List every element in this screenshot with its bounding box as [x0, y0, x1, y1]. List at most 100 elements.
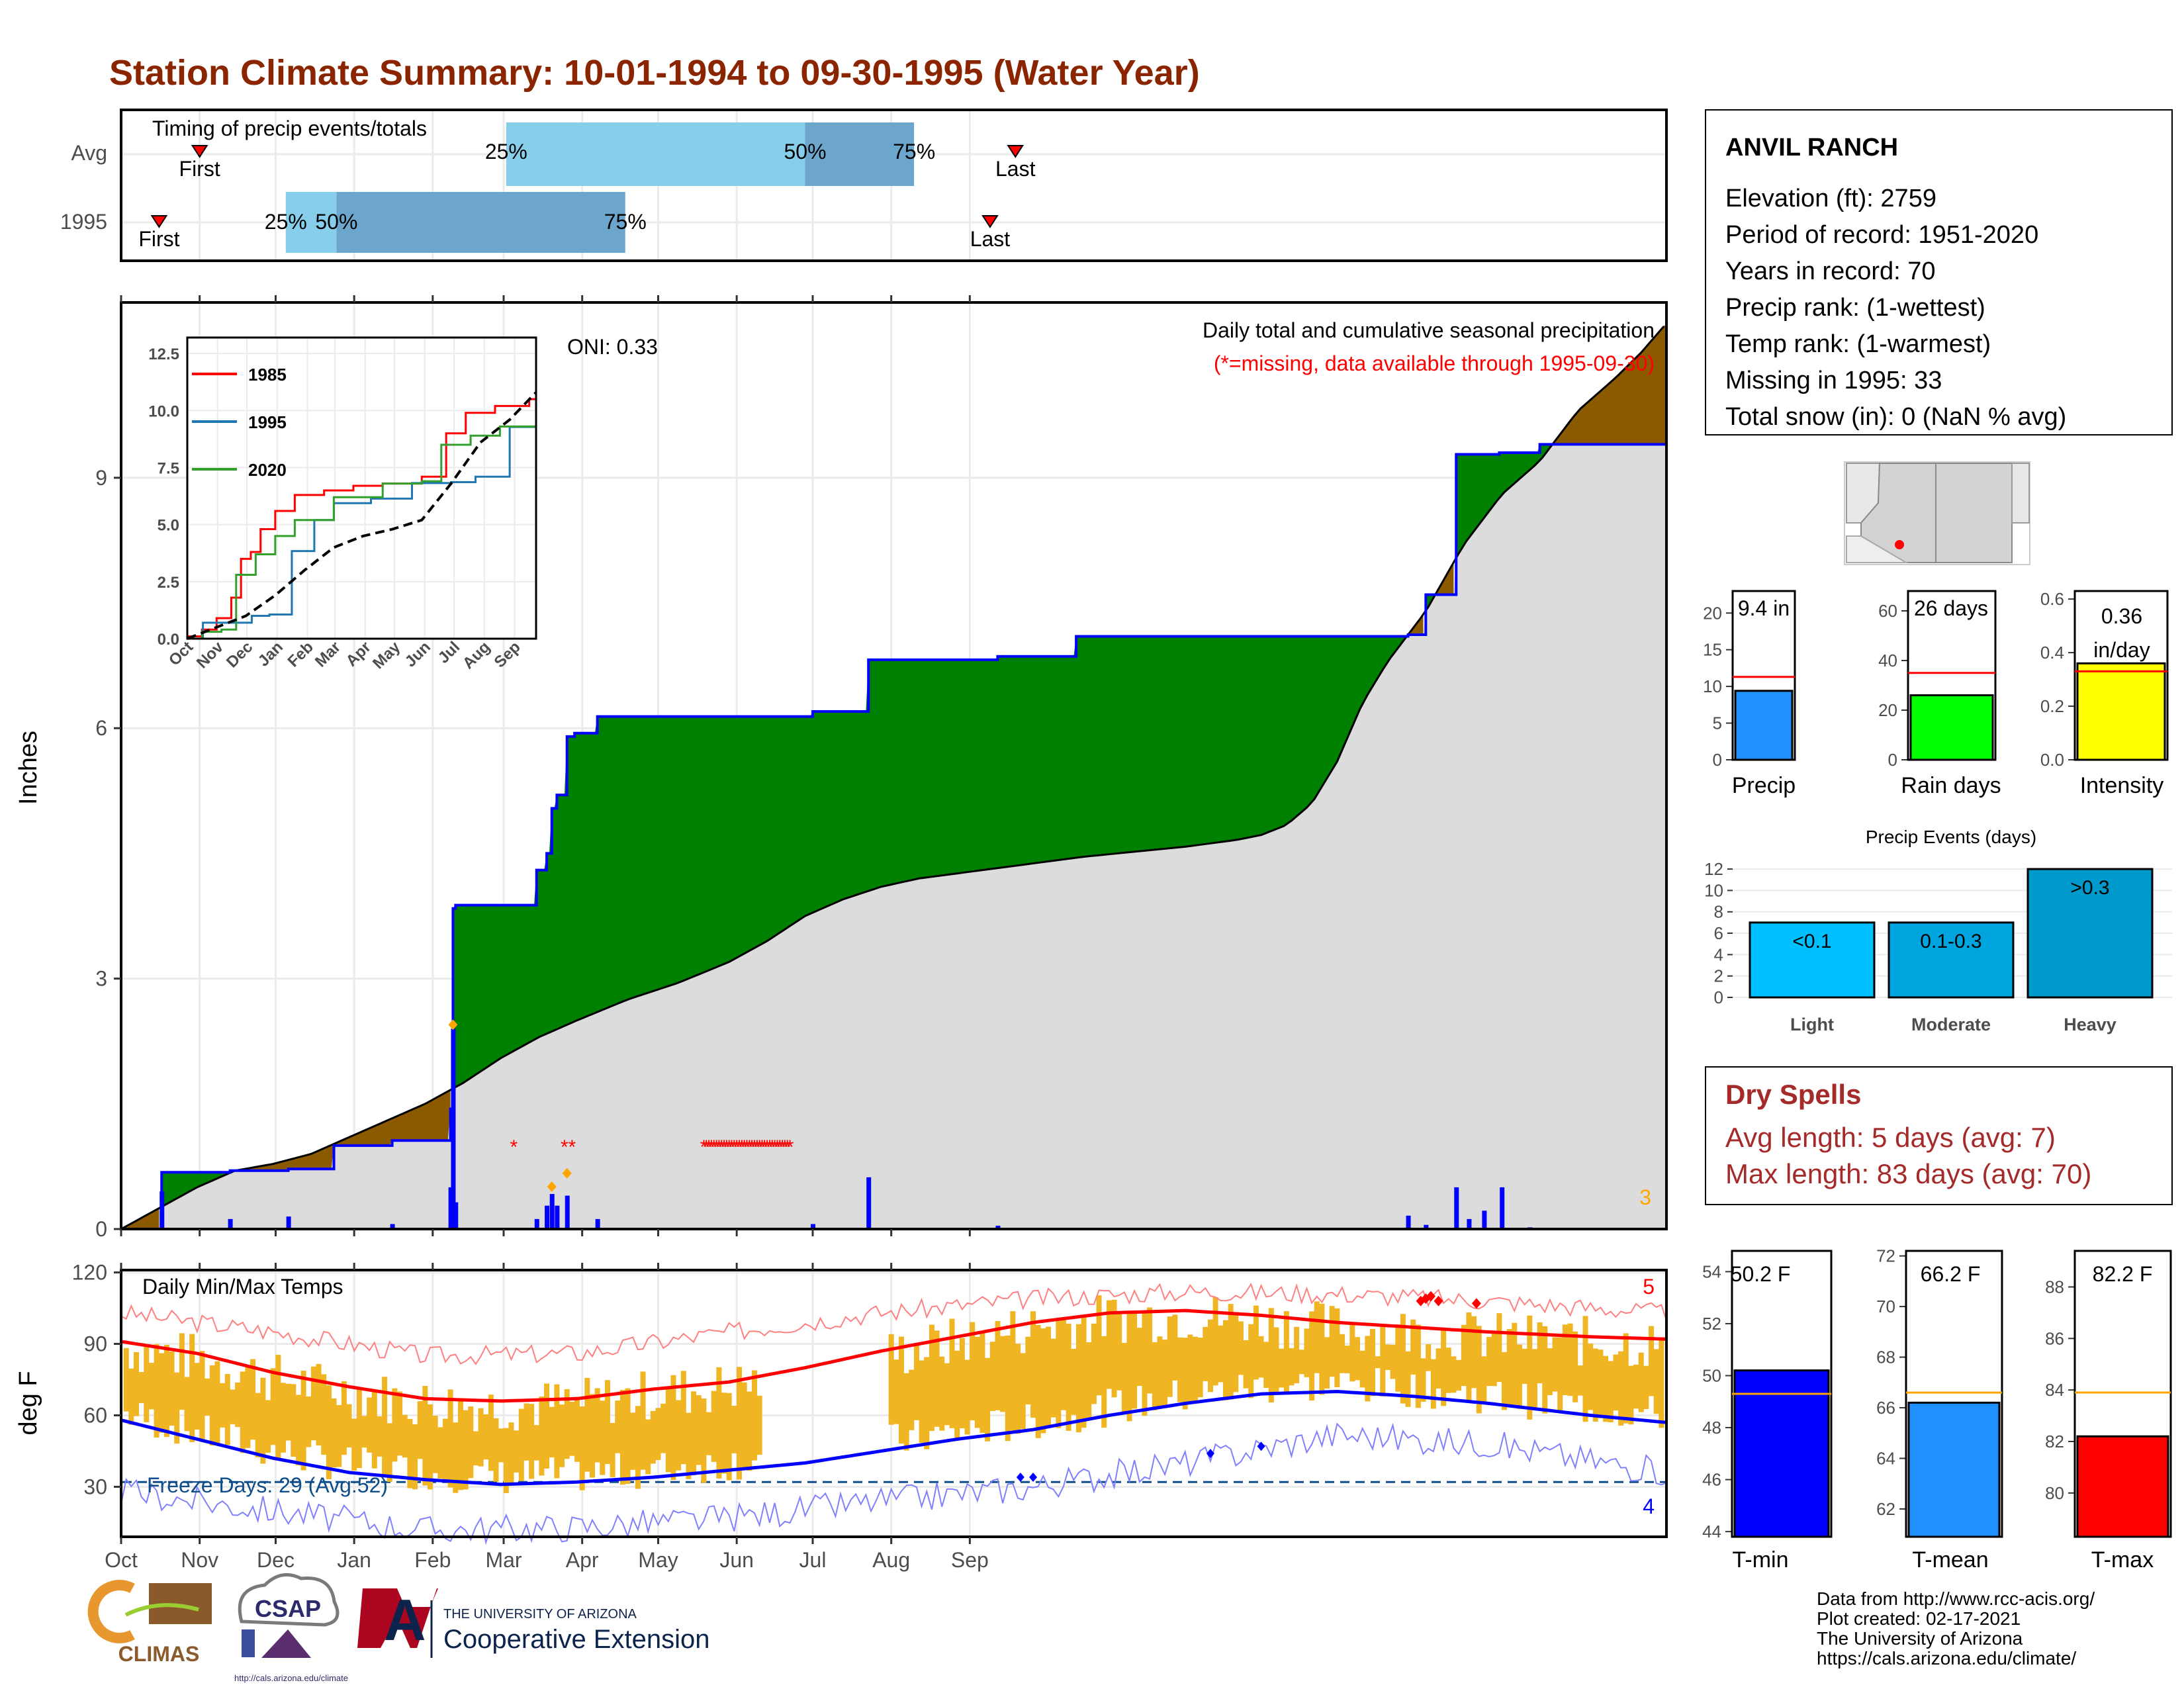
inset-series-avg: [187, 391, 537, 640]
temp-daily-bar-574: [1572, 1331, 1578, 1402]
temp-daily-bar-552: [1516, 1344, 1522, 1409]
station-line-precip-rank: Precip rank: (1-wettest): [1725, 294, 1985, 322]
temp-daily-bar-392: [1111, 1299, 1117, 1398]
temp-daily-bar-558: [1531, 1349, 1537, 1408]
temp-panel: 30 60 90 120 deg F Daily Min/Max Temps Free…: [15, 1261, 1668, 1572]
temp-daily-bar-348: [1000, 1336, 1006, 1412]
surplus-area-1: [161, 1170, 236, 1207]
missing-day-marker-35: *: [776, 1136, 784, 1158]
timing-panel: Timing of precip events/totals Avg 1995 …: [60, 109, 1668, 262]
temp-daily-bar-170: [549, 1406, 555, 1458]
temp-daily-bar-194: [610, 1422, 615, 1477]
temp-daily-bar-494: [1369, 1328, 1375, 1396]
temp-daily-bar-84: [331, 1398, 337, 1468]
timing-panel-border: [120, 109, 1668, 262]
temp-daily-bar-188: [594, 1388, 600, 1463]
footer-line-3: The University of Arizona: [1817, 1628, 2023, 1649]
precip-value-label: 9.4 in: [1738, 596, 1790, 620]
intensity-value-bar: [2076, 662, 2166, 761]
missing-day-marker-26: *: [753, 1136, 761, 1158]
temp-ytick-label-1: 60: [83, 1403, 107, 1427]
inset-legend-1985: 1985: [248, 365, 287, 385]
temp-daily-bar-514: [1420, 1358, 1426, 1402]
missing-day-marker-3: *: [561, 1136, 569, 1158]
temp-daily-bar-354: [1015, 1344, 1021, 1434]
temp-ytick-label-3: 120: [72, 1261, 107, 1285]
temp-panel-border: [120, 1269, 1668, 1538]
missing-day-marker-15: *: [725, 1136, 733, 1158]
precip-ytick-label-1: 5: [1713, 713, 1722, 733]
temp-daily-bar-350: [1005, 1335, 1011, 1441]
climas-logo-text: CLIMAS: [118, 1642, 200, 1666]
record-high-marker-2: [1426, 1291, 1436, 1302]
temp-daily-bar-588: [1608, 1361, 1614, 1423]
missing-day-marker-13: *: [720, 1136, 728, 1158]
temp-daily-bar-176: [564, 1389, 570, 1459]
intensity-ytick-label-1: 0.2: [2040, 696, 2064, 716]
temp-daily-bar-498: [1380, 1324, 1386, 1396]
temp-daily-bar-54: [255, 1393, 261, 1457]
temp-daily-bar-198: [619, 1390, 625, 1485]
missing-day-marker-23: *: [745, 1136, 753, 1158]
temp-daily-bar-140: [473, 1431, 478, 1466]
tmax-ytick-label-1: 82: [2045, 1432, 2064, 1451]
temp-daily-bar-512: [1415, 1324, 1421, 1408]
temp-daily-bar-2: [123, 1348, 129, 1412]
temp-daily-bar-88: [341, 1381, 347, 1455]
map-texas: [2011, 463, 2030, 524]
precip-events-title: Precip Events (days): [1866, 827, 2036, 847]
temp-daily-bar-500: [1385, 1344, 1390, 1370]
temp-axes: 30 60 90 120: [72, 1261, 971, 1544]
temp-daily-bar-94: [356, 1389, 362, 1469]
temp-daily-bar-4: [128, 1368, 134, 1425]
temp-daily-bar-484: [1344, 1346, 1350, 1373]
tmin-ytick-label-4: 52: [1702, 1314, 1721, 1334]
daily-precip-bar-14: [866, 1177, 872, 1229]
station-line-elevation: Elevation (ft): 2759: [1725, 185, 1936, 212]
daily-precip-bar-8: [545, 1205, 550, 1229]
temp-daily-bar-534: [1471, 1316, 1477, 1389]
csap-logo-text: CSAP: [255, 1595, 321, 1622]
temp-daily-bar-96: [361, 1416, 367, 1448]
temp-daily-bar-92: [351, 1418, 357, 1471]
temp-daily-bar-38: [214, 1361, 220, 1443]
timing-avg-q25-label: 25%: [485, 140, 527, 163]
temp-daily-bar-120: [422, 1386, 428, 1486]
temp-daily-bar-202: [630, 1412, 636, 1470]
temp-daily-bar-168: [544, 1383, 550, 1469]
footer-line-1: Data from http://www.rcc-acis.org/: [1817, 1588, 2095, 1609]
temp-daily-bar-40: [220, 1383, 226, 1428]
precip-ytick-label-2: 6: [95, 716, 107, 740]
tmean-ytick-label-3: 68: [1876, 1348, 1895, 1367]
month-label-7: May: [638, 1548, 678, 1572]
temp-daily-bar-586: [1603, 1355, 1609, 1422]
temp-daily-bar-580: [1588, 1344, 1594, 1410]
tmean-value: 66.2 F: [1921, 1262, 1981, 1286]
precip-inset-chart: 0.02.55.07.510.012.5OctNovDecJanFebMarAp…: [148, 336, 537, 672]
temp-daily-bar-76: [310, 1366, 316, 1441]
events-category-2: Heavy: [2064, 1015, 2116, 1034]
temp-daily-bar-598: [1633, 1364, 1639, 1409]
inset-ytick-label-4: 10.0: [148, 402, 179, 420]
station-line-period: Period of record: 1951-2020: [1725, 221, 2038, 249]
temp-daily-bar-216: [665, 1387, 671, 1473]
temp-daily-bar-380: [1081, 1315, 1087, 1428]
missing-day-marker-5: *: [700, 1136, 708, 1158]
temp-daily-bar-522: [1441, 1328, 1447, 1406]
rain_days-ytick-label-3: 60: [1878, 601, 1897, 621]
temp-daily-bar-366: [1046, 1326, 1051, 1427]
temp-daily-bar-30: [194, 1363, 200, 1430]
temp-daily-bar-568: [1557, 1337, 1563, 1412]
surplus-area-4: [1456, 444, 1553, 558]
temp-daily-bar-102: [377, 1416, 383, 1457]
temp-daily-bar-400: [1132, 1310, 1138, 1409]
avg-max-line: [120, 1308, 1667, 1403]
temp-daily-bar-224: [686, 1412, 692, 1479]
temp-daily-bar-174: [559, 1404, 565, 1467]
missing-count-label: 3: [1639, 1185, 1651, 1209]
timing-1995-q50-q75-bar: [336, 192, 625, 253]
temp-daily-bar-370: [1056, 1320, 1062, 1428]
temp-daily-bar-24: [179, 1333, 185, 1410]
temp-daily-bar-240: [726, 1393, 732, 1481]
